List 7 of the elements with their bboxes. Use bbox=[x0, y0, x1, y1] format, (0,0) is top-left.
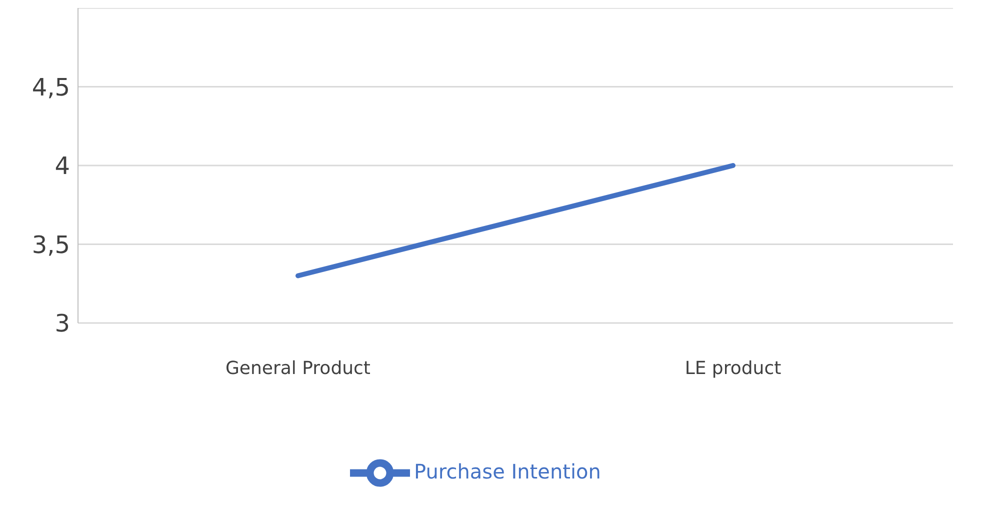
y-tick-label: 4,5 bbox=[32, 73, 70, 102]
y-tick-label: 4 bbox=[54, 152, 70, 180]
y-tick-label: 3,5 bbox=[32, 230, 70, 259]
legend-label: Purchase Intention bbox=[414, 459, 601, 484]
x-tick-label: General Product bbox=[225, 358, 371, 379]
y-tick-label: 3 bbox=[54, 310, 70, 338]
x-tick-label: LE product bbox=[684, 358, 782, 379]
